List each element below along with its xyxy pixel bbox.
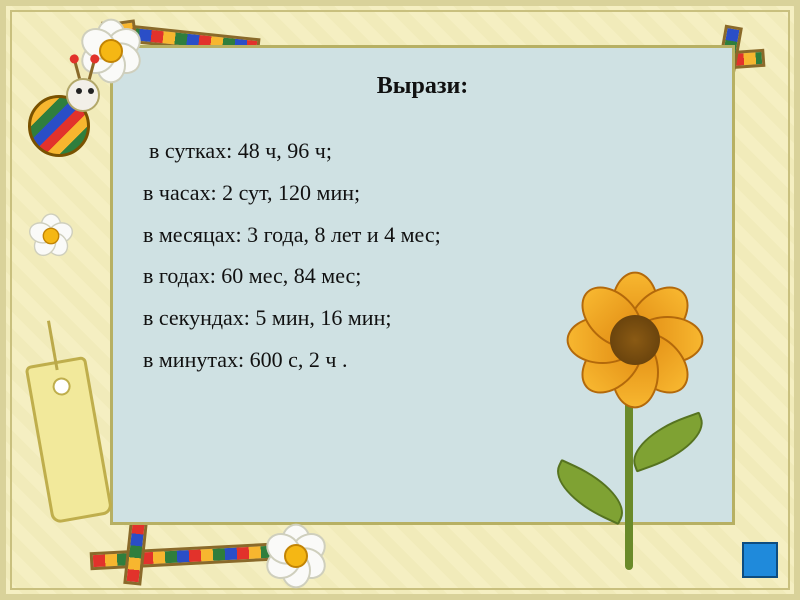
sunflower-icon — [530, 270, 730, 570]
card-title: Вырази: — [143, 73, 702, 100]
caterpillar-icon — [18, 70, 108, 180]
daisy-icon — [26, 211, 76, 261]
next-button[interactable] — [742, 542, 778, 578]
daisy-icon — [260, 520, 332, 592]
exercise-line: в часах: 2 сут, 120 мин; — [143, 172, 702, 214]
exercise-line: в месяцах: 3 года, 8 лет и 4 мес; — [143, 214, 702, 256]
exercise-line: в сутках: 48 ч, 96 ч; — [143, 130, 702, 172]
